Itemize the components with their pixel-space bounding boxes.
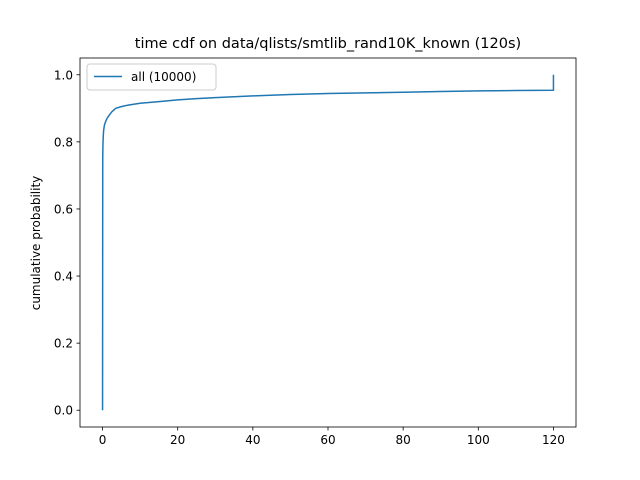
series-line-0 [101, 74, 555, 411]
x-axis: 0 20 40 60 80 100 120 [99, 427, 565, 447]
x-tick-label: 120 [542, 433, 565, 447]
legend: all (10000) [86, 63, 217, 91]
legend-label-all: all (10000) [131, 70, 196, 84]
y-tick-label: 0.6 [54, 202, 73, 216]
x-tick-label: 100 [467, 433, 490, 447]
x-tick-label: 80 [396, 433, 411, 447]
y-tick-label: 0.2 [54, 337, 73, 351]
y-axis: 0.0 0.2 0.4 0.6 0.8 1.0 [54, 68, 80, 418]
y-tick-label: 1.0 [54, 68, 73, 82]
x-tick-label: 60 [320, 433, 335, 447]
chart-title: time cdf on data/qlists/smtlib_rand10K_k… [135, 36, 521, 52]
x-tick-label: 40 [245, 433, 260, 447]
y-tick-label: 0.0 [54, 404, 73, 418]
legend-box [86, 63, 217, 91]
y-tick-label: 0.8 [54, 135, 73, 149]
y-axis-label: cumulative probability [29, 176, 43, 311]
y-tick-label: 0.4 [54, 270, 73, 284]
x-tick-label: 20 [170, 433, 185, 447]
x-tick-label: 0 [99, 433, 107, 447]
